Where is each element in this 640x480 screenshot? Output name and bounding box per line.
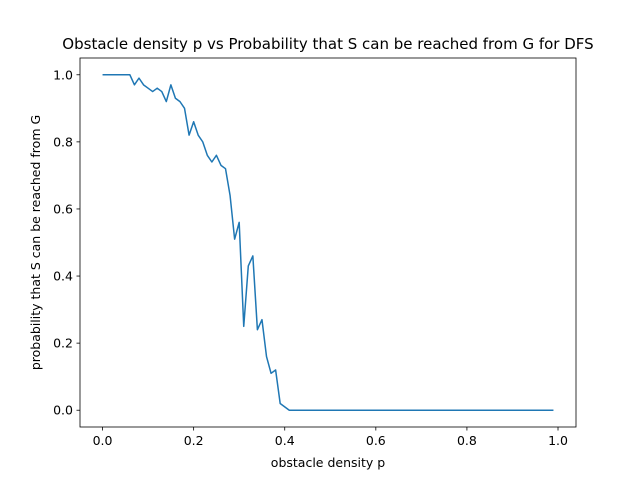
y-axis-ticks: 0.0 0.2 0.4 0.6 0.8 1.0 xyxy=(53,67,80,418)
chart-title: Obstacle density p vs Probability that S… xyxy=(62,35,593,53)
y-tick-label: 1.0 xyxy=(53,67,73,82)
y-tick-label: 0.8 xyxy=(53,134,73,149)
y-tick-label: 0.6 xyxy=(53,201,73,216)
x-tick-label: 0.2 xyxy=(184,433,204,448)
x-axis-label: obstacle density p xyxy=(271,455,385,470)
x-axis-ticks: 0.0 0.2 0.4 0.6 0.8 1.0 xyxy=(93,427,568,448)
y-tick-label: 0.2 xyxy=(53,336,73,351)
x-tick-label: 0.4 xyxy=(275,433,295,448)
series-line xyxy=(102,74,554,411)
plot-frame xyxy=(79,57,577,428)
x-tick-label: 0.8 xyxy=(457,433,477,448)
x-tick-label: 0.0 xyxy=(93,433,113,448)
y-tick-label: 0.4 xyxy=(53,269,73,284)
y-axis-label: probability that S can be reached from G xyxy=(28,115,43,370)
x-tick-label: 1.0 xyxy=(548,433,568,448)
y-tick-label: 0.0 xyxy=(53,403,73,418)
x-tick-label: 0.6 xyxy=(366,433,386,448)
